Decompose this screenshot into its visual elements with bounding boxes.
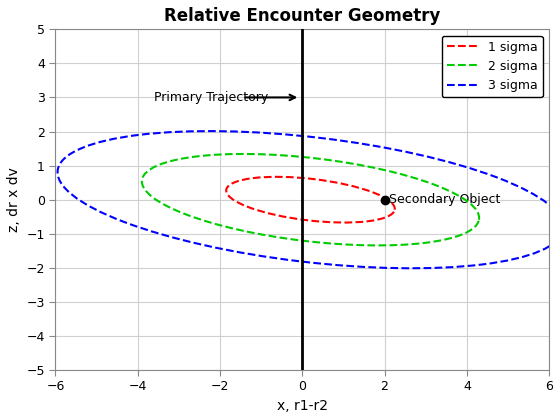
- Text: Secondary Object: Secondary Object: [389, 193, 500, 206]
- Title: Relative Encounter Geometry: Relative Encounter Geometry: [164, 7, 441, 25]
- Y-axis label: z, dr x dv: z, dr x dv: [7, 167, 21, 232]
- Legend: 1 sigma, 2 sigma, 3 sigma: 1 sigma, 2 sigma, 3 sigma: [442, 36, 543, 97]
- Text: Primary Trajectory: Primary Trajectory: [154, 91, 268, 104]
- X-axis label: x, r1-r2: x, r1-r2: [277, 399, 328, 413]
